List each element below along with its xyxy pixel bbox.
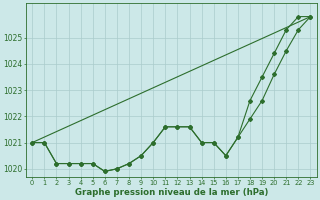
X-axis label: Graphe pression niveau de la mer (hPa): Graphe pression niveau de la mer (hPa)	[75, 188, 268, 197]
